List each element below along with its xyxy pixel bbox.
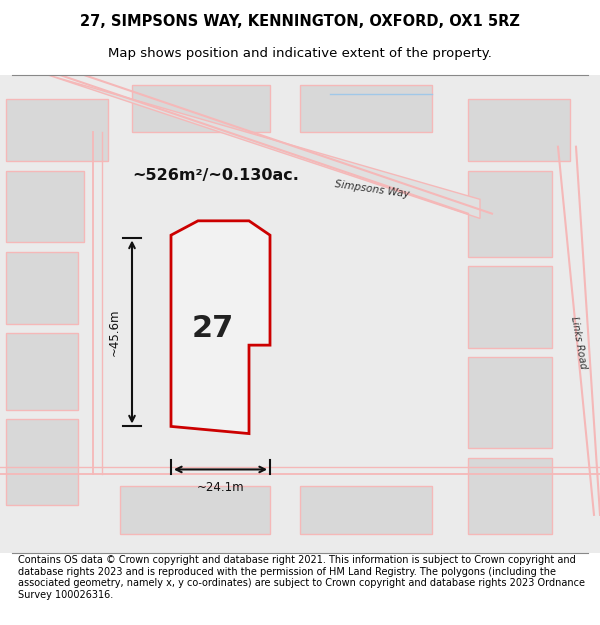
Text: 27, SIMPSONS WAY, KENNINGTON, OXFORD, OX1 5RZ: 27, SIMPSONS WAY, KENNINGTON, OXFORD, OX… xyxy=(80,14,520,29)
Polygon shape xyxy=(6,252,78,324)
Polygon shape xyxy=(6,419,78,505)
Polygon shape xyxy=(468,266,552,348)
Text: Links Road: Links Road xyxy=(569,316,589,370)
Polygon shape xyxy=(468,357,552,448)
Polygon shape xyxy=(300,84,432,132)
Polygon shape xyxy=(468,171,552,257)
Polygon shape xyxy=(48,75,480,218)
Polygon shape xyxy=(6,333,78,410)
Polygon shape xyxy=(0,75,600,553)
Text: 27: 27 xyxy=(192,314,234,343)
Text: ~526m²/~0.130ac.: ~526m²/~0.130ac. xyxy=(133,168,299,183)
Text: ~24.1m: ~24.1m xyxy=(196,481,244,494)
Polygon shape xyxy=(6,171,84,242)
Polygon shape xyxy=(120,486,270,534)
Polygon shape xyxy=(171,221,270,434)
Polygon shape xyxy=(468,99,570,161)
Polygon shape xyxy=(468,458,552,534)
Text: ~45.6m: ~45.6m xyxy=(107,308,121,356)
Text: Map shows position and indicative extent of the property.: Map shows position and indicative extent… xyxy=(108,48,492,61)
Polygon shape xyxy=(300,486,432,534)
Text: Simpsons Way: Simpsons Way xyxy=(334,179,410,200)
Polygon shape xyxy=(132,84,270,132)
Text: Contains OS data © Crown copyright and database right 2021. This information is : Contains OS data © Crown copyright and d… xyxy=(18,555,585,600)
Polygon shape xyxy=(6,99,108,161)
